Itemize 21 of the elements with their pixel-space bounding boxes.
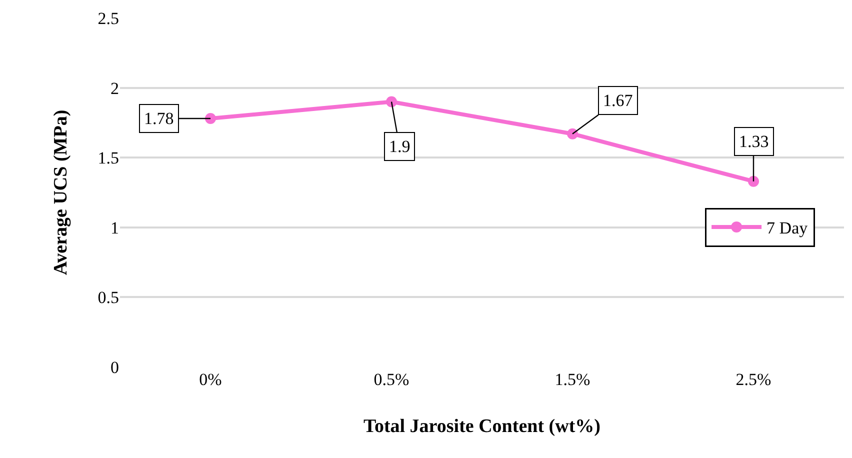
- point: [567, 128, 578, 140]
- data-label: 1.9: [389, 137, 410, 156]
- x-tick-label: 1.5%: [554, 370, 590, 389]
- point: [386, 96, 397, 108]
- x-axis-title: Total Jarosite Content (wt%): [364, 416, 600, 437]
- point: [748, 176, 759, 187]
- y-tick-label: 1.5: [98, 148, 119, 168]
- data-label: 1.78: [144, 109, 174, 128]
- data-label: 1.33: [739, 132, 769, 151]
- y-tick-label: 2.5: [98, 8, 119, 28]
- x-tick-label: 2.5%: [736, 370, 772, 389]
- y-tick-label: 0: [110, 358, 119, 377]
- y-tick-label: 2: [110, 78, 119, 98]
- point: [205, 113, 216, 124]
- y-tick-label: 0.5: [98, 288, 119, 308]
- y-axis-title: Average UCS (MPa): [50, 110, 72, 276]
- data-label: 1.67: [603, 91, 634, 110]
- y-tick-label: 1: [110, 218, 119, 238]
- x-tick-label: 0.5%: [374, 370, 410, 389]
- legend-label: 7 Day: [766, 218, 808, 238]
- x-tick-label: 0%: [199, 370, 222, 389]
